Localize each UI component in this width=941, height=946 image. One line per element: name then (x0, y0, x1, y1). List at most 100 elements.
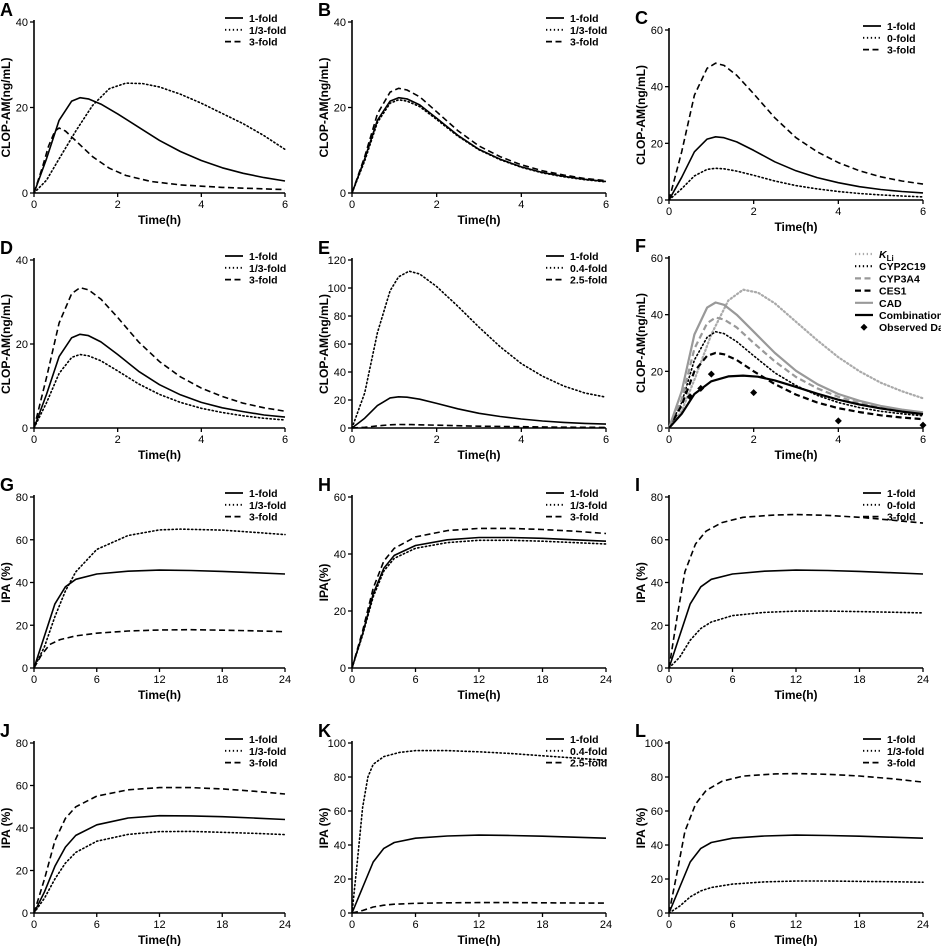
legend-entry: 1-fold (225, 251, 278, 263)
legend-entry: CYP3A4 (855, 273, 920, 285)
x-axis-title: Time(h) (774, 688, 817, 702)
y-tick-label: 100 (645, 738, 663, 750)
y-tick-label: 20 (16, 866, 28, 878)
y-tick-label: 80 (16, 492, 28, 504)
x-axis-title: Time(h) (138, 688, 181, 702)
legend-label-main: K (879, 249, 888, 261)
x-tick-label: 4 (198, 434, 204, 446)
legend-entry: 0.4-fold (546, 746, 607, 758)
series-line (351, 749, 607, 914)
legend-label: Combination (879, 310, 941, 322)
panel-label: J (0, 721, 10, 741)
legend-entry: 0-fold (863, 33, 916, 45)
legend-label: 2.5-fold (570, 275, 607, 287)
x-tick-label: 0 (666, 919, 672, 931)
data-point (750, 389, 758, 397)
legend-label: 3-fold (887, 758, 916, 770)
legend-entry: 1-fold (863, 488, 916, 500)
legend-swatch (860, 323, 868, 331)
panel-i: I 0 6 12 18 24 0 20 40 60 80 Time(h) IPA (%) 1-fold0-… (634, 475, 929, 702)
x-tick-label: 0 (31, 674, 37, 686)
y-tick-label: 40 (334, 367, 346, 379)
x-axis-title: Time(h) (457, 213, 500, 227)
legend-label: 3-fold (249, 37, 278, 49)
x-tick-label: 12 (473, 919, 485, 931)
series-line (668, 62, 924, 201)
x-tick-label: 0 (349, 199, 355, 211)
y-tick-label: 40 (651, 310, 663, 322)
series-line (668, 136, 924, 201)
x-tick-label: 24 (917, 919, 929, 931)
y-tick-label: 80 (334, 772, 346, 784)
x-tick-label: 24 (600, 674, 612, 686)
y-tick-label: 60 (651, 535, 663, 547)
x-tick-label: 6 (282, 434, 288, 446)
panel-label: I (635, 475, 640, 495)
y-tick-label: 40 (16, 255, 28, 267)
panel-label: K (318, 721, 331, 741)
legend-label-main: Observed Data (879, 322, 941, 334)
legend-entry: Observed Data (860, 322, 941, 334)
legend-entry: 3-fold (225, 37, 278, 49)
y-axis-title: CLOP-AM(ng/mL) (317, 58, 331, 158)
legend-entry: 1-fold (225, 488, 278, 500)
legend-label: 1-fold (887, 488, 916, 500)
panel-l: L 0 6 12 18 24 0 20 40 60 80 100 Time(h) IPA (%) 1-fol… (634, 721, 929, 946)
x-tick-label: 2 (115, 199, 121, 211)
y-tick-label: 60 (334, 492, 346, 504)
legend-label: KLi (879, 249, 894, 263)
panel-label: F (635, 236, 646, 256)
y-tick-label: 80 (651, 492, 663, 504)
series-line (33, 333, 286, 429)
x-axis-title: Time(h) (138, 933, 181, 946)
series-line (351, 539, 607, 669)
x-axis-title: Time(h) (774, 220, 817, 234)
series-line (351, 99, 607, 194)
series-line (351, 536, 607, 669)
x-tick-label: 12 (153, 919, 165, 931)
panel-a: A 0 2 4 6 0 20 40 Time(h) CLOP-AM(ng/mL) 1-fold1/3… (0, 0, 288, 227)
legend-label: 1-fold (887, 21, 916, 33)
y-tick-label: 60 (334, 806, 346, 818)
y-tick-label: 0 (22, 423, 28, 435)
y-tick-label: 20 (651, 366, 663, 378)
legend-entry: 1/3-fold (546, 500, 607, 512)
series-line (33, 786, 286, 914)
legend-entry: 1-fold (546, 488, 599, 500)
legend-label: 1-fold (249, 251, 278, 263)
legend-label: CES1 (879, 286, 907, 298)
x-axis-title: Time(h) (138, 213, 181, 227)
legend-label-main: CAD (879, 298, 902, 310)
panel-label: A (0, 0, 13, 20)
series-line (33, 353, 286, 429)
x-tick-label: 18 (853, 919, 865, 931)
x-tick-label: 6 (729, 674, 735, 686)
legend-label: 0.4-fold (570, 746, 607, 758)
legend-label: 2.5-fold (570, 758, 607, 770)
series-line (668, 772, 924, 914)
series-line (33, 96, 286, 194)
y-axis-title: CLOP-AM(ng/mL) (634, 293, 648, 393)
legend-entry: 0-fold (863, 500, 916, 512)
y-tick-label: 60 (16, 535, 28, 547)
y-axis-title: IPA (%) (0, 808, 13, 849)
legend-entry: 3-fold (225, 275, 278, 287)
y-tick-label: 40 (651, 82, 663, 94)
x-tick-label: 0 (666, 434, 672, 446)
series-line (33, 628, 286, 669)
y-tick-label: 100 (328, 283, 346, 295)
y-tick-label: 120 (328, 255, 346, 267)
legend-label: 3-fold (887, 45, 916, 57)
series-line (351, 901, 607, 914)
x-tick-label: 24 (600, 919, 612, 931)
legend-label: 0-fold (887, 500, 916, 512)
legend-entry: 1-fold (863, 21, 916, 33)
panel-d: D 0 2 4 6 0 20 40 Time(h) CLOP-AM(ng/mL) 1-fold1/3… (0, 238, 288, 462)
x-tick-label: 6 (282, 199, 288, 211)
legend-entry: 1/3-fold (225, 25, 286, 37)
legend-entry: Combination (855, 310, 941, 322)
data-point (697, 384, 705, 392)
legend-label: 1-fold (570, 251, 599, 263)
series-line (668, 351, 924, 429)
